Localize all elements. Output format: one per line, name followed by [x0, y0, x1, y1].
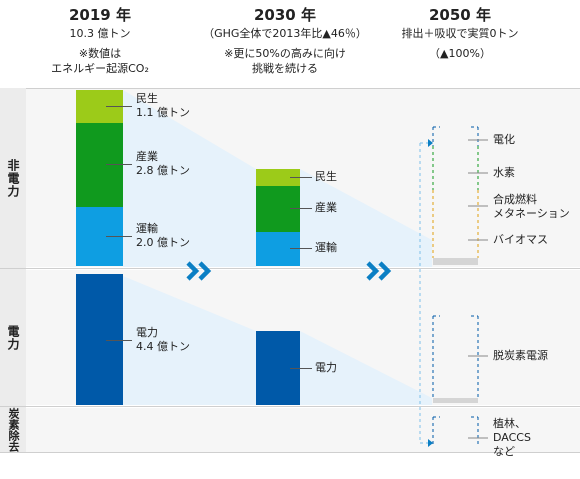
- header-2050-year: 2050 年: [429, 6, 491, 24]
- measure-decarbonized-power: 脱炭素電源: [493, 349, 548, 362]
- measure-hydrogen: 水素: [493, 166, 515, 179]
- header-2030-target: （GHG全体で2013年比▲46％）: [203, 27, 367, 40]
- label-2019-minsei: 民生 1.1 億トン: [136, 92, 190, 119]
- header-2030-year: 2030 年: [254, 6, 316, 24]
- bar-2030-unyu: [256, 232, 300, 266]
- bar-2019-denryoku: [76, 274, 123, 405]
- bar-2019-sangyo: [76, 123, 123, 207]
- header-2030-note2: 挑戦を続ける: [252, 62, 318, 75]
- header-2050-ratio: （▲100%）: [429, 47, 491, 60]
- row-label-non-power: 非電力: [0, 88, 26, 268]
- label-2019-denryoku: 電力 4.4 億トン: [136, 326, 190, 353]
- measure-synthetic-fuel: 合成燃料 メタネーション: [493, 193, 570, 220]
- leader-line: [290, 368, 312, 369]
- chevron-right-icon: [366, 261, 392, 281]
- wedge-2019-2030-power: [123, 276, 256, 405]
- header-2019-total: 10.3 億トン: [69, 27, 131, 40]
- divider: [0, 88, 580, 89]
- leader-line: [106, 106, 132, 107]
- label-2030-denryoku: 電力: [315, 361, 337, 374]
- bar-2030-sangyo: [256, 186, 300, 232]
- measure-electrification: 電化: [493, 133, 515, 146]
- wedge-2030-2050-nonpower: [300, 169, 432, 267]
- leader-line: [106, 340, 132, 341]
- wedge-2019-2030-nonpower: [123, 90, 256, 267]
- label-2030-minsei: 民生: [315, 170, 337, 183]
- divider: [0, 268, 580, 269]
- row-label-removal: 炭素除去: [0, 407, 26, 452]
- leader-line: [290, 208, 312, 209]
- leader-line: [290, 177, 312, 178]
- header-2019-note2: エネルギー起源CO₂: [51, 62, 149, 75]
- leader-line: [106, 236, 132, 237]
- measure-carbon-removal: 植林、 DACCS など: [493, 417, 531, 458]
- measure-biomass: バイオマス: [493, 233, 548, 246]
- bar-2030-minsei: [256, 169, 300, 186]
- row-label-power: 電力: [0, 269, 26, 406]
- band-removal: [0, 408, 580, 452]
- wedge-2030-2050-power: [300, 331, 432, 405]
- header-2030-note: ※更に50%の高みに向け: [224, 47, 346, 60]
- leader-line: [106, 164, 132, 165]
- header-2050-target: 排出＋吸収で実質0トン: [401, 27, 519, 40]
- leader-line: [290, 248, 312, 249]
- divider: [0, 406, 580, 407]
- label-2030-sangyo: 産業: [315, 201, 337, 214]
- label-2030-unyu: 運輸: [315, 241, 337, 254]
- divider: [0, 452, 580, 453]
- label-2019-unyu: 運輸 2.0 億トン: [136, 222, 190, 249]
- label-2019-sangyo: 産業 2.8 億トン: [136, 150, 190, 177]
- chevron-right-icon: [186, 261, 212, 281]
- header-2019-year: 2019 年: [69, 6, 131, 24]
- header-2019-note: ※数値は: [78, 47, 122, 60]
